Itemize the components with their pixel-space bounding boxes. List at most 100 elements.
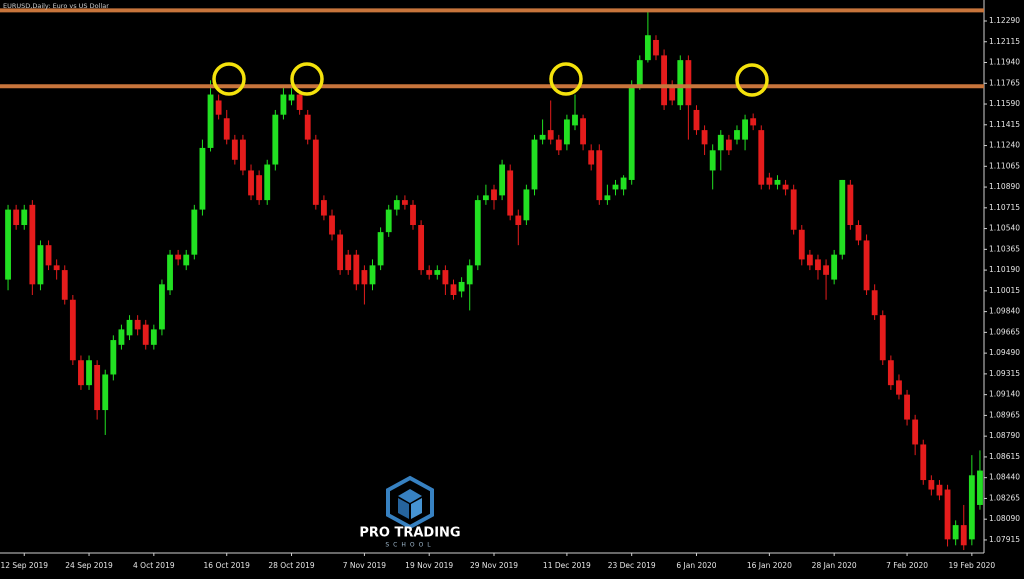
- candle-body: [604, 195, 611, 201]
- candle-body: [385, 209, 392, 233]
- y-tick-label: 1.12115: [989, 37, 1020, 46]
- x-tick-label: 6 Jan 2020: [676, 561, 716, 570]
- candle-body: [21, 209, 28, 226]
- candle-body: [110, 340, 117, 375]
- y-tick-label: 1.10890: [989, 182, 1020, 191]
- candle-body: [78, 360, 84, 386]
- y-tick-label: 1.08965: [989, 410, 1020, 419]
- logo-hexagon: [386, 475, 434, 530]
- y-tick-label: 1.08615: [989, 452, 1020, 461]
- y-tick-label: 1.11940: [989, 58, 1020, 67]
- candle-body: [685, 60, 692, 106]
- candle-body: [482, 195, 489, 201]
- candle-body: [491, 189, 497, 201]
- y-tick-label: 1.11065: [989, 161, 1020, 170]
- candle-body: [13, 209, 20, 226]
- candle-body: [215, 100, 222, 115]
- candle-body: [53, 265, 60, 271]
- candle-body: [563, 119, 570, 145]
- candle-body: [774, 179, 781, 185]
- candle-body: [588, 150, 595, 165]
- candle-body: [920, 444, 927, 481]
- candles: [5, 11, 983, 551]
- candle-body: [531, 139, 538, 190]
- candle-body: [304, 114, 311, 140]
- x-tick-label: 7 Feb 2020: [886, 561, 928, 570]
- candle-body: [693, 109, 700, 131]
- candle-body: [329, 215, 335, 235]
- candle-body: [677, 60, 684, 106]
- candle-body: [337, 234, 344, 271]
- candle-body: [555, 139, 562, 151]
- candle-body: [960, 525, 967, 546]
- candle-body: [426, 270, 433, 275]
- candle-body: [231, 139, 238, 160]
- candle-body: [401, 200, 408, 205]
- x-tick-label: 23 Dec 2019: [608, 561, 656, 570]
- candle-body: [661, 55, 667, 106]
- y-tick-label: 1.08440: [989, 473, 1020, 482]
- y-tick-label: 1.10540: [989, 224, 1020, 233]
- touch-circle: [735, 63, 769, 97]
- candle-body: [863, 240, 870, 291]
- candle-body: [345, 254, 352, 271]
- candle-body: [321, 200, 327, 216]
- candle-body: [912, 419, 919, 445]
- candle-body: [134, 319, 141, 330]
- logo-cube-left: [398, 498, 409, 519]
- logo-cube-top: [398, 489, 422, 503]
- candle-body: [377, 232, 384, 266]
- candle-body: [69, 299, 76, 361]
- candle-body: [126, 319, 133, 336]
- candle-body: [823, 265, 829, 275]
- candle-body: [474, 200, 481, 266]
- candle-body: [353, 254, 360, 285]
- touch-circle: [212, 62, 246, 96]
- candle-body: [393, 200, 400, 210]
- candle-body: [547, 130, 554, 140]
- x-tick-label: 19 Nov 2019: [405, 561, 453, 570]
- y-tick-label: 1.12290: [989, 16, 1020, 25]
- candle-body: [150, 329, 157, 345]
- candle-body: [272, 114, 279, 165]
- candle-body: [790, 189, 797, 230]
- watermark-logo: [386, 475, 434, 530]
- y-tick-label: 1.10190: [989, 265, 1020, 274]
- touch-circle: [549, 62, 583, 96]
- candle-body: [620, 177, 627, 190]
- y-tick-label: 1.07915: [989, 535, 1020, 544]
- candle-body: [175, 254, 182, 260]
- candle-body: [296, 94, 303, 110]
- candle-body: [572, 114, 578, 126]
- candle-body: [312, 139, 319, 205]
- candle-body: [936, 484, 943, 496]
- candle-body: [434, 270, 441, 275]
- candle-body: [264, 164, 271, 201]
- candle-body: [904, 394, 910, 420]
- y-tick-label: 1.08790: [989, 431, 1020, 440]
- candle-body: [766, 177, 773, 185]
- candle-body: [968, 475, 975, 540]
- candle-body: [5, 209, 11, 280]
- candle-body: [701, 130, 708, 145]
- y-tick-label: 1.11765: [989, 78, 1020, 87]
- candle-body: [94, 364, 101, 411]
- candle-body: [418, 225, 425, 271]
- candle-body: [458, 281, 465, 292]
- y-tick-label: 1.08090: [989, 514, 1020, 523]
- x-tick-label: 28 Oct 2019: [268, 561, 315, 570]
- x-tick-label: 19 Feb 2020: [949, 561, 996, 570]
- candle-body: [944, 489, 951, 540]
- candle-body: [539, 134, 546, 140]
- x-tick-label: 29 Nov 2019: [470, 561, 518, 570]
- logo-cube-right: [411, 498, 422, 519]
- candle-body: [466, 265, 473, 285]
- candle-body: [118, 329, 125, 345]
- candle-body: [37, 245, 44, 285]
- candle-body: [725, 139, 732, 151]
- y-tick-label: 1.10015: [989, 286, 1020, 295]
- y-tick-label: 1.09315: [989, 369, 1020, 378]
